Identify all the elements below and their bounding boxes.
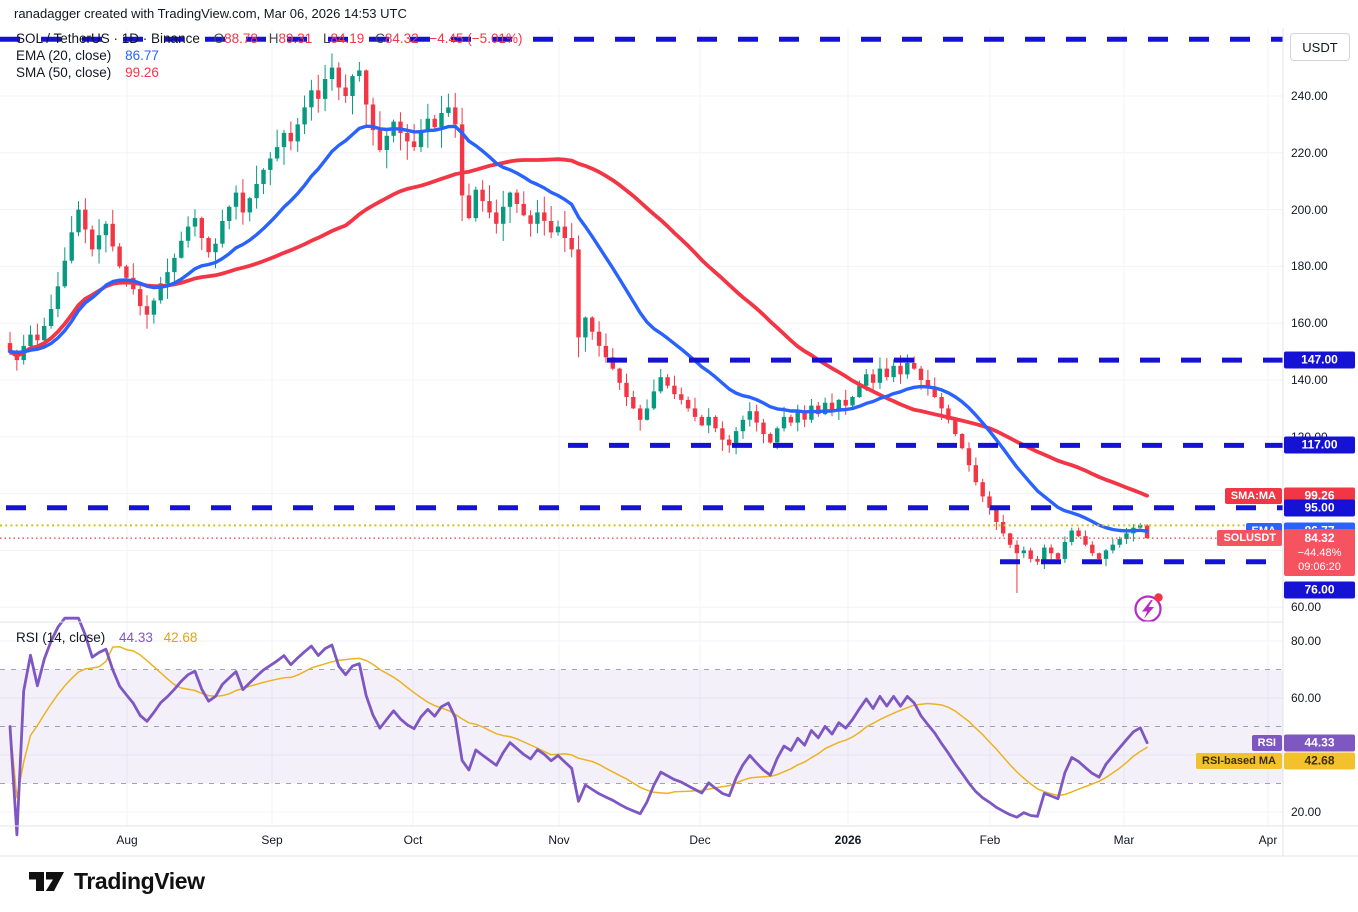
rsi-ma-value: 42.68 [163, 630, 198, 645]
symbol-legend-row[interactable]: SOL / TetherUS · 1D · Binance O88.78 H89… [16, 30, 522, 47]
rsi-value: 44.33 [119, 630, 153, 645]
currency-toggle-button[interactable]: USDT [1290, 33, 1350, 61]
sma-value-tag: SMA:MA [1224, 487, 1282, 504]
level-147-pill: 147.00 [1284, 351, 1355, 369]
rsi-legend-row[interactable]: RSI (14, close) 44.33 42.68 [16, 629, 197, 646]
axis-tick-label: 180.00 [1291, 259, 1328, 274]
time-axis-label: Mar [1113, 833, 1135, 847]
time-axis-label: Feb [979, 833, 1001, 847]
rsi-ma-value-tag: RSI-based MA [1196, 753, 1282, 770]
ema-value: 86.77 [125, 48, 159, 63]
rsi-line [8, 616, 1149, 837]
time-axis-label: Aug [116, 833, 138, 847]
rsi-value-pill: 44.33 [1284, 734, 1355, 752]
change-value: −4.45 (−5.01%) [429, 31, 523, 46]
time-axis-label: Sep [261, 833, 283, 847]
sma-label: SMA (50, close) [16, 65, 112, 80]
axis-tick-label: 140.00 [1291, 373, 1328, 387]
axis-tick-label: 80.00 [1291, 634, 1322, 648]
high-label: H [268, 31, 279, 46]
open-label: O [213, 31, 225, 46]
close-value: 84.32 [384, 31, 419, 46]
axis-tick-label: 220.00 [1291, 145, 1328, 160]
sma-value: 99.26 [125, 65, 159, 80]
high-value: 89.31 [278, 31, 313, 46]
attribution-text: ranadagger created with TradingView.com,… [14, 6, 407, 21]
sma50-line [8, 157, 1149, 498]
axis-tick-label: 20.00 [1291, 805, 1322, 819]
tradingview-logo-text: TradingView [74, 867, 205, 894]
axis-tick-label: 240.00 [1291, 89, 1328, 103]
main-legend: SOL / TetherUS · 1D · Binance O88.78 H89… [16, 30, 522, 81]
candlestick-series [7, 53, 1150, 593]
axis-tick-label: 60.00 [1291, 600, 1322, 615]
ema-label: EMA (20, close) [16, 48, 112, 63]
time-axis-label: 2026 [834, 833, 862, 847]
level-95-pill: 95.00 [1284, 499, 1355, 517]
rsi-ma-value-pill: 42.68 [1284, 752, 1355, 770]
sma-legend-row[interactable]: SMA (50, close) 99.26 [16, 64, 522, 81]
open-value: 88.78 [224, 31, 258, 46]
low-label: L [323, 31, 331, 46]
ema20-line [8, 124, 1149, 533]
time-axis-label: Nov [548, 833, 570, 847]
low-value: 84.19 [330, 31, 365, 46]
time-axis-label: Oct [403, 833, 423, 847]
ema-legend-row[interactable]: EMA (20, close) 86.77 [16, 47, 522, 64]
notification-dot [1154, 593, 1163, 602]
last-price-pill: 84.32 −44.48% 09:06:20 [1284, 529, 1355, 577]
axis-tick-label: 160.00 [1291, 316, 1328, 331]
rsi-ma-line [9, 646, 1148, 799]
level-117-pill: 117.00 [1284, 436, 1355, 454]
tradingview-logo-mark [29, 872, 64, 891]
rsi-value-tag: RSI [1251, 734, 1282, 751]
time-axis-label: Dec [689, 833, 711, 847]
time-axis-label: Apr [1258, 833, 1278, 847]
last-price-tag: SOLUSDT [1217, 530, 1282, 547]
level-76-pill: 76.00 [1284, 581, 1355, 599]
tradingview-logo[interactable]: TradingView [28, 867, 205, 895]
axis-tick-label: 200.00 [1291, 202, 1328, 217]
lightning-bolt-icon [1142, 600, 1154, 619]
close-label: C [375, 31, 385, 46]
rsi-label: RSI (14, close) [16, 630, 106, 645]
axis-tick-label: 60.00 [1291, 691, 1322, 705]
symbol-title: SOL / TetherUS · 1D · Binance [16, 31, 200, 46]
